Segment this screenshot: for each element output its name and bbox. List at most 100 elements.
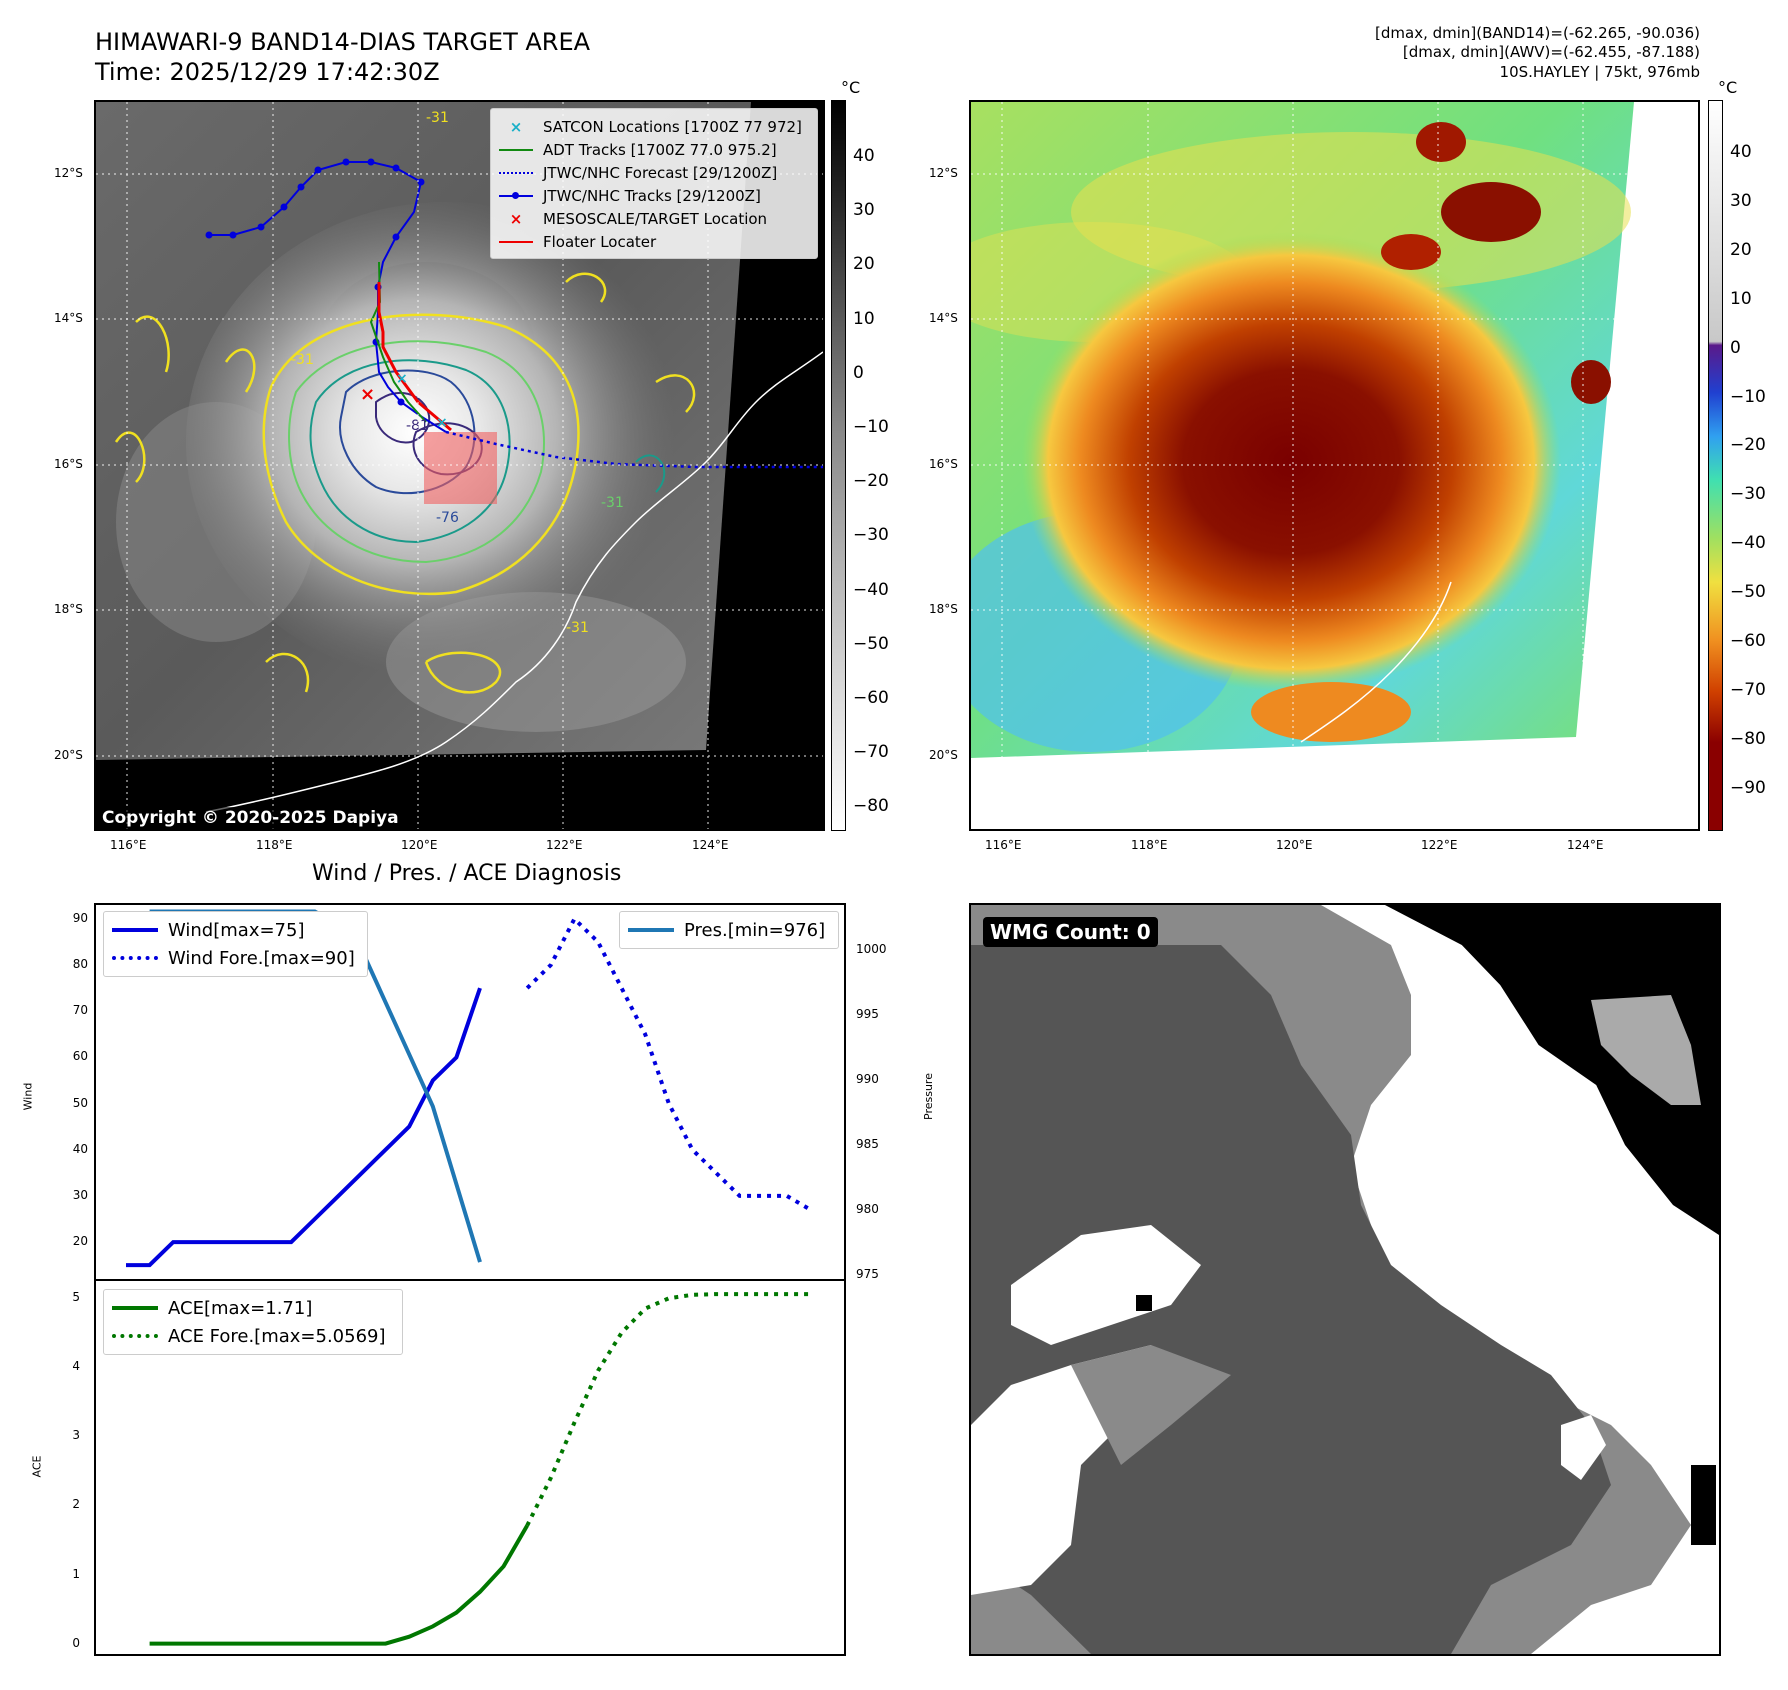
right-title-line2: [dmax, dmin](AWV)=(-62.455, -87.188) [1402,43,1700,61]
color-map-svg [971,102,1698,829]
colorbar-tick-label: −40 [1730,533,1766,554]
colorbar-tick-label: −20 [1730,435,1766,456]
colorbar-tick-label: 30 [1730,190,1752,211]
colorbar-tick-label: 30 [853,200,875,221]
pressure-tick-label: 985 [856,1137,879,1152]
wind-tick-label: 30 [72,1187,88,1202]
legend-item-adt: ADT Tracks [1700Z 77.0 975.2] [499,138,809,161]
colorbar-tick-label: 10 [853,308,875,329]
ace-tick-label: 5 [72,1290,80,1305]
contour-label: -31 [291,352,314,368]
right-title-line3: 10S.HAYLEY | 75kt, 976mb [1499,63,1700,81]
colorbar-tick-label: −70 [853,742,889,763]
contour-label: -31 [566,620,589,636]
ace-tick-label: 0 [72,1635,80,1650]
lat-label: 12°S [929,166,958,180]
lat-label: 18°S [54,602,83,616]
svg-text:×: × [436,415,448,431]
colorbar-tick-label: −10 [853,417,889,437]
contour-label: -31 [426,110,449,126]
colorbar-tick-label: 0 [853,362,864,383]
wind-tick-label: 60 [72,1049,88,1064]
wind-tick-label: 70 [72,1003,88,1018]
pres-ylabel: Pressure [921,1073,935,1120]
lon-label: 118°E [256,838,293,852]
lon-label: 124°E [692,838,729,852]
colorbar-tick-label: −60 [1730,631,1766,651]
legend-item-tracks: JTWC/NHC Tracks [29/1200Z] [499,184,809,207]
wind-tick-label: 40 [72,1141,88,1156]
colorbar-tick-label: 20 [853,254,875,275]
colorbar-tick-label: −50 [853,633,889,654]
lon-label: 116°E [110,838,147,852]
contour-label: -81 [406,418,429,434]
ace-tick-label: 3 [72,1428,80,1443]
pressure-tick-label: 975 [856,1267,879,1282]
wind-line [126,987,482,1268]
ace-panel: ACE[max=1.71] ACE Fore.[max=5.0569] [94,1279,846,1656]
colorbar-tick-label: −80 [1730,728,1766,749]
color-colorbar [1708,100,1723,831]
legend-item-floater: Floater Locater [499,230,809,253]
wind-forecast-line [525,915,812,1212]
legend-item-pres: Pres.[min=976] [628,916,830,944]
contour-label: -31 [601,495,624,511]
ir-map-panel: × × × -31 -31 -31 -81 -76 -31 × SATCON Lo… [94,100,825,831]
wind-tick-label: 90 [72,910,88,925]
lon-label: 122°E [1421,838,1458,852]
wind-tick-label: 80 [72,957,88,972]
ace-tick-label: 1 [72,1566,80,1581]
wind-tick-label: 50 [72,1095,88,1110]
colorbar-tick-label: 10 [1730,288,1752,309]
colorbar-tick-label: −70 [1730,679,1766,700]
lat-label: 16°S [929,457,958,471]
lat-label: 20°S [929,748,958,762]
gray-colorbar-unit: °C [841,78,861,97]
lat-label: 16°S [54,457,83,471]
colorbar-tick-label: −30 [853,525,889,546]
colorbar-tick-label: −80 [853,796,889,817]
colorbar-tick-label: 40 [853,146,875,166]
wmg-map [971,905,1719,1654]
map-legend: × SATCON Locations [1700Z 77 972] ADT Tra… [490,108,818,259]
lon-label: 122°E [546,838,583,852]
ace-chart [149,1292,811,1646]
wmg-count-label: WMG Count: 0 [983,917,1158,947]
colorbar-tick-label: −20 [853,471,889,492]
wind-legend: Wind[max=75] Wind Fore.[max=90] [103,911,368,977]
wmg-panel: WMG Count: 0 [969,903,1721,1656]
wind-pres-panel: Wind[max=75] Wind Fore.[max=90] Pres.[mi… [94,903,846,1280]
gray-colorbar [831,100,846,831]
ace-tick-label: 2 [72,1497,80,1512]
lat-label: 12°S [54,166,83,180]
storm-core [1021,232,1561,692]
colorbar-tick-label: −10 [1730,386,1766,407]
legend-item-wind: Wind[max=75] [112,916,359,944]
legend-item-ace-fore: ACE Fore.[max=5.0569] [112,1322,394,1350]
diag-title: Wind / Pres. / ACE Diagnosis [312,861,622,886]
legend-item-target: × MESOSCALE/TARGET Location [509,209,768,228]
colorbar-tick-label: −40 [853,579,889,600]
lat-label: 14°S [929,311,958,325]
colorbar-tick-label: −30 [1730,484,1766,505]
svg-text:×: × [360,384,375,405]
legend-item-ace: ACE[max=1.71] [112,1294,394,1322]
copyright-text: Copyright © 2020-2025 Dapiya [98,807,403,829]
color-colorbar-unit: °C [1718,78,1738,97]
lon-label: 118°E [1131,838,1168,852]
pressure-tick-label: 990 [856,1072,879,1087]
svg-text:×: × [396,371,408,387]
legend-item-satcon: × SATCON Locations [1700Z 77 972] [509,117,802,136]
pressure-tick-label: 1000 [856,942,887,957]
colorbar-tick-label: −90 [1730,777,1766,798]
ir-map-svg: × × × -31 -31 -31 -81 -76 -31 [96,102,823,829]
lon-label: 120°E [1276,838,1313,852]
legend-item-wind-fore: Wind Fore.[max=90] [112,944,359,972]
floater-box [424,432,497,504]
contour-label: -76 [436,510,459,526]
title-line1: HIMAWARI-9 BAND14-DIAS TARGET AREA [95,28,591,56]
lon-label: 124°E [1567,838,1604,852]
wind-tick-label: 20 [72,1234,88,1249]
lat-label: 20°S [54,748,83,762]
colorbar-tick-label: 40 [1730,142,1752,162]
